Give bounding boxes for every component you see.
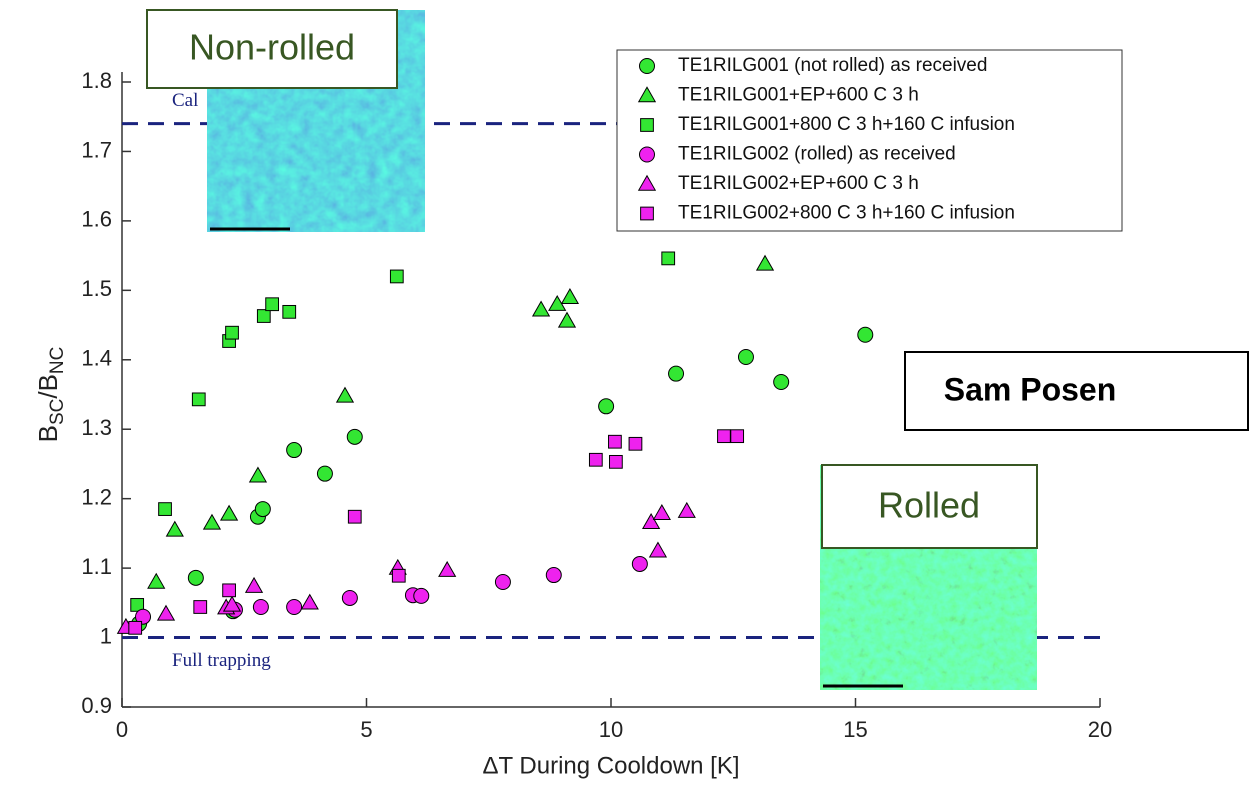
data-point xyxy=(718,430,731,443)
legend-label: TE1RILG002 (rolled) as received xyxy=(678,144,956,165)
legend-marker xyxy=(641,207,654,220)
legend: TE1RILG001 (not rolled) as received TE1RI… xyxy=(617,50,1122,231)
legend-label: TE1RILG002+800 C 3 h+160 C infusion xyxy=(678,203,1015,224)
chart: 0 5 10 15 20 0.9 1 1.1 1.2 1.3 1.4 1.5 1.6 1.7 1.8 ΔT D… xyxy=(0,0,1249,793)
y-tick-label: 1.5 xyxy=(81,276,112,301)
data-point xyxy=(194,601,207,614)
data-point xyxy=(226,326,239,339)
data-point xyxy=(223,584,236,597)
y-tick-label: 0.9 xyxy=(81,693,112,718)
data-point xyxy=(283,305,296,318)
data-point xyxy=(287,600,302,615)
annotation: Non-rolled xyxy=(189,27,355,68)
data-point xyxy=(610,455,623,468)
legend-marker xyxy=(640,147,655,162)
y-tick-label: 1.1 xyxy=(81,554,112,579)
data-point xyxy=(159,503,172,516)
annotation: Sam Posen xyxy=(944,371,1117,407)
data-point xyxy=(129,621,142,634)
data-point xyxy=(632,556,647,571)
legend-label: TE1RILG001+EP+600 C 3 h xyxy=(678,85,919,106)
data-point xyxy=(348,510,361,523)
x-tick-label: 15 xyxy=(843,717,867,742)
data-point xyxy=(317,466,332,481)
data-point xyxy=(662,252,675,265)
data-point xyxy=(858,327,873,342)
data-point xyxy=(204,515,221,529)
y-tick-label: 1.6 xyxy=(81,207,112,232)
legend-marker xyxy=(640,59,655,74)
x-tick-label: 10 xyxy=(599,717,623,742)
data-point xyxy=(731,430,744,443)
data-point xyxy=(589,453,602,466)
legend-label: TE1RILG002+EP+600 C 3 h xyxy=(678,173,919,194)
data-point xyxy=(650,543,667,557)
reference-label: Full trapping xyxy=(172,650,271,671)
data-point xyxy=(266,298,279,311)
data-point xyxy=(533,302,550,316)
data-point xyxy=(654,505,671,519)
data-point xyxy=(246,578,263,592)
legend-label: TE1RILG001+800 C 3 h+160 C infusion xyxy=(678,114,1015,135)
y-tick-label: 1.4 xyxy=(81,346,112,371)
reference-label: Cal xyxy=(172,90,198,111)
y-tick-label: 1.8 xyxy=(81,68,112,93)
data-point xyxy=(192,393,205,406)
y-axis-label-part: /B xyxy=(33,374,63,399)
y-axis-label: BSC/BNC xyxy=(33,347,68,443)
y-tick-label: 1.7 xyxy=(81,137,112,162)
data-point xyxy=(221,506,238,520)
data-point xyxy=(562,289,579,303)
y-axis-label-part: NC xyxy=(47,347,68,374)
data-point xyxy=(257,310,270,323)
x-tick-label: 0 xyxy=(116,717,128,742)
y-tick-label: 1 xyxy=(100,623,112,648)
data-point xyxy=(347,429,362,444)
y-axis-label-part: SC xyxy=(47,399,68,425)
data-point xyxy=(679,503,696,517)
data-point xyxy=(774,375,789,390)
data-point xyxy=(738,350,753,365)
data-point xyxy=(757,256,774,270)
data-point xyxy=(167,522,184,536)
data-point xyxy=(629,437,642,450)
data-point xyxy=(250,468,266,482)
data-point xyxy=(439,562,456,576)
data-point xyxy=(669,366,684,381)
data-point xyxy=(495,575,510,590)
data-point xyxy=(414,588,429,603)
y-axis-label-part: B xyxy=(33,425,63,442)
data-point xyxy=(609,435,622,448)
y-tick-label: 1.3 xyxy=(81,415,112,440)
data-point xyxy=(255,502,270,517)
x-tick-label: 20 xyxy=(1088,717,1112,742)
legend-label: TE1RILG001 (not rolled) as received xyxy=(678,55,987,76)
data-point xyxy=(392,569,405,582)
data-point xyxy=(148,574,165,588)
data-point xyxy=(337,388,354,402)
y-tick-label: 1.2 xyxy=(81,484,112,509)
data-point xyxy=(158,606,175,620)
x-tick-label: 5 xyxy=(360,717,372,742)
x-axis-label: ΔT During Cooldown [K] xyxy=(482,752,739,779)
data-point xyxy=(342,590,357,605)
data-point xyxy=(559,313,576,327)
data-point xyxy=(188,570,203,585)
data-point xyxy=(253,600,268,615)
data-point xyxy=(287,443,302,458)
data-point xyxy=(599,399,614,414)
annotation: Rolled xyxy=(878,485,980,526)
data-point xyxy=(390,270,403,283)
legend-marker xyxy=(641,119,654,132)
data-point xyxy=(546,568,561,583)
data-point xyxy=(302,595,319,609)
